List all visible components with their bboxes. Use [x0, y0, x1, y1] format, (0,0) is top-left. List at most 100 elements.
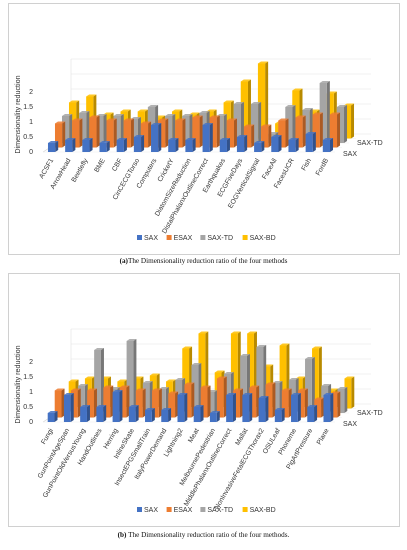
bar-esax-fordb: [329, 112, 341, 148]
bar-top: [321, 384, 332, 386]
bar-top: [312, 346, 322, 349]
bar-sax-td-herring: [126, 339, 137, 413]
category-label: FaceAll: [261, 157, 279, 181]
bar-esax-eogverticalsignal: [261, 124, 272, 148]
bar-sax-diatomsizereduction: [185, 138, 196, 152]
bar-top: [117, 379, 128, 382]
bar-sax-eogverticalsignal: [254, 141, 265, 152]
bar-top: [291, 393, 301, 395]
bar-top: [329, 112, 341, 115]
bar-top: [242, 393, 253, 395]
bar-front: [106, 120, 114, 148]
bar-front: [159, 389, 166, 413]
bar-esax-bme: [106, 118, 117, 148]
bar-front: [126, 341, 134, 413]
bar-esax-ecgfivedays: [243, 124, 255, 148]
bar-esax-lightning2: [184, 382, 195, 418]
bar-side: [240, 102, 244, 143]
bar-side: [216, 411, 220, 422]
bar-side: [251, 124, 255, 148]
bar-top: [165, 114, 176, 116]
bar-sax-earthquakes: [219, 138, 230, 152]
bar-front: [279, 345, 287, 409]
bar-top: [77, 384, 88, 386]
category-label: Plane: [316, 427, 331, 446]
bar-sax-facesucr: [288, 138, 299, 152]
bar-esax-herring: [119, 385, 130, 418]
bar-side: [113, 118, 117, 148]
bar-front: [258, 398, 266, 422]
category-label: EOGVerticalSignal: [227, 157, 261, 210]
category-label: Fungi: [40, 427, 55, 446]
bar-top: [63, 393, 74, 395]
bar-sax-acsf1: [47, 141, 59, 152]
bar-front: [99, 143, 107, 152]
bar-esax-crickety: [175, 118, 186, 148]
bar-front: [250, 104, 259, 143]
bar-side: [312, 132, 316, 152]
bar-sax-noninvasivefetalecgthorax2: [258, 396, 269, 422]
bar-front: [249, 387, 257, 418]
bar-side: [200, 405, 204, 422]
bar-front: [152, 390, 159, 418]
bar-side: [314, 405, 318, 422]
bar-front: [145, 410, 152, 422]
bar-top: [250, 102, 262, 104]
bar-side: [198, 363, 202, 413]
bar-top: [278, 118, 289, 121]
caption-a: (a)The Dimensionality reduction ratio of…: [0, 257, 407, 265]
bar-side: [209, 123, 213, 152]
bar-side: [135, 405, 139, 422]
bar-sax-td-crickety: [182, 114, 193, 143]
bar-front: [254, 143, 262, 152]
legend-swatch: [242, 507, 248, 512]
bar-sax-pigartpressure: [307, 405, 318, 422]
bar-sax-td-insectepgsmalltrain: [159, 387, 169, 413]
bar-front: [184, 384, 192, 418]
bar-top: [295, 115, 306, 118]
bar-front: [271, 137, 279, 152]
bar-front: [323, 395, 331, 422]
bar-front: [256, 347, 264, 413]
bar-front: [94, 350, 101, 413]
bar-side: [226, 138, 230, 152]
legend-label: SAX-TD: [207, 507, 233, 514]
bar-top: [230, 331, 241, 334]
bar-front: [72, 120, 80, 148]
bar-front: [151, 125, 159, 152]
bar-front: [336, 107, 345, 143]
bar-top: [288, 378, 299, 380]
bar-side: [72, 138, 76, 152]
bar-top: [314, 397, 325, 400]
bar-front: [89, 117, 97, 148]
bar-front: [191, 365, 199, 413]
bar-top: [116, 138, 127, 140]
bar-top: [147, 105, 159, 107]
bar-front: [198, 333, 206, 409]
bar-front: [240, 81, 248, 139]
bar-top: [285, 105, 296, 107]
legend-label: ESAX: [174, 235, 193, 242]
bar-side: [295, 138, 299, 152]
bar-side: [77, 388, 81, 418]
bar-side: [326, 81, 330, 143]
depth-label-sax: SAX: [343, 151, 357, 158]
bar-top: [82, 138, 93, 140]
bar-front: [128, 407, 136, 422]
bar-top: [142, 381, 153, 383]
bar-top: [145, 408, 155, 410]
bar-front: [119, 387, 127, 418]
bar-top: [258, 396, 269, 398]
caption-b-text: The Dimensionality reduction ratio of th…: [128, 531, 290, 539]
y-tick-label: 2: [29, 89, 33, 96]
y-tick-label: 1.5: [23, 104, 33, 111]
bar-sax-crickety: [168, 138, 179, 152]
bar-esax-italypowerdemand: [168, 391, 179, 418]
bar-front: [116, 140, 124, 152]
bar-top: [106, 118, 117, 121]
bar-sax-cincecgtorso: [133, 135, 145, 152]
bar-sax-distalphalanxoutlinecorrect: [202, 123, 213, 152]
bar-front: [322, 140, 331, 152]
bar-sax-beetlefly: [82, 138, 93, 152]
bar-sax-plane: [323, 393, 334, 422]
